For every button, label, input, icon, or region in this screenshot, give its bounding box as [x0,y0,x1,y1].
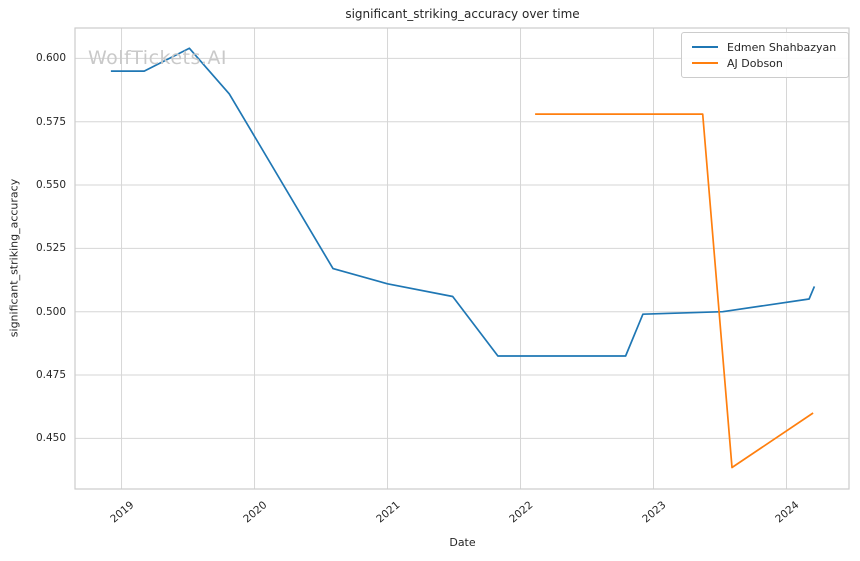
chart-title: significant_striking_accuracy over time [345,7,580,21]
legend-line-swatch-icon [692,46,718,48]
y-tick-label: 0.575 [35,115,66,128]
y-tick-label: 0.500 [35,305,66,318]
plot-border [74,27,850,490]
y-tick-label: 0.450 [35,432,66,445]
series-line-edmen-shahbazyan [110,47,816,357]
watermark: WolfTickets.AI [88,47,228,69]
x-axis-label: Date [449,536,476,549]
legend-line-swatch-icon [692,62,718,64]
y-tick-label: 0.525 [35,242,66,255]
legend-label: Edmen Shahbazyan [727,40,837,54]
legend-item: Edmen Shahbazyan [690,39,840,55]
legend-item: AJ Dobson [690,55,840,71]
legend-label: AJ Dobson [727,56,783,70]
series-line-aj-dobson [535,113,814,469]
y-tick-label: 0.475 [35,369,66,382]
y-tick-label: 0.600 [35,52,66,65]
legend: Edmen Shahbazyan AJ Dobson [681,32,849,78]
y-tick-label: 0.550 [35,179,66,192]
